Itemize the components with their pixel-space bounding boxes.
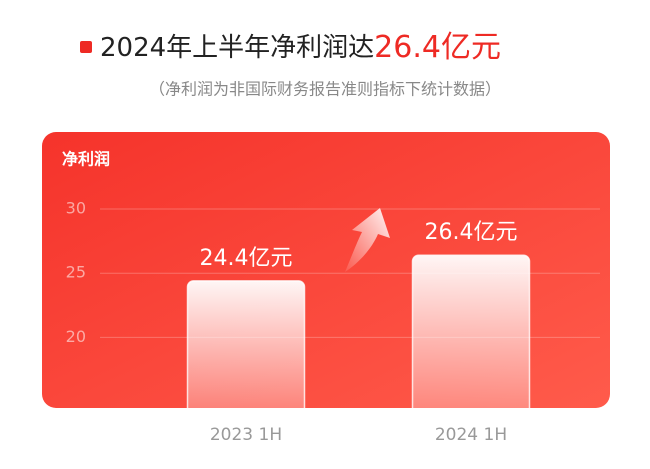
bar — [411, 254, 531, 408]
y-tick-label: 30 — [66, 199, 86, 218]
y-tick-label: 25 — [66, 263, 86, 282]
title-text: 2024年上半年净利润达 — [100, 33, 374, 63]
growth-arrow — [345, 208, 390, 272]
subtitle: （净利润为非国际财务报告准则指标下统计数据） — [149, 80, 501, 99]
chart-title: 2024年上半年净利润达26.4亿元 — [100, 30, 501, 65]
y-axis-label: 净利润 — [62, 150, 110, 169]
title-highlight: 26.4亿元 — [374, 30, 501, 65]
x-tick-label: 2024 1H — [435, 425, 507, 445]
plot-area — [100, 208, 600, 408]
y-tick-label: 20 — [66, 327, 86, 346]
value-label: 26.4亿元 — [425, 220, 518, 245]
x-tick-label: 2023 1H — [210, 425, 282, 445]
bar — [186, 280, 306, 408]
labels: 20 25 30 24.4亿元 2023 1H 26.4亿元 2024 1H — [66, 199, 518, 445]
title-bullet — [80, 41, 92, 53]
value-label: 24.4亿元 — [200, 246, 293, 271]
